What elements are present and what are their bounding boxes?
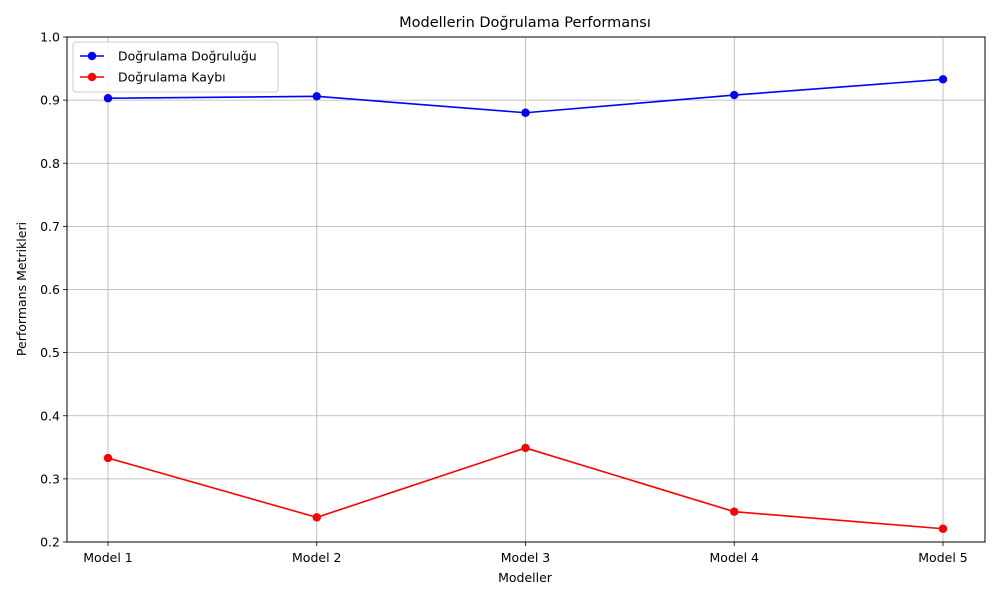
y-tick-label: 0.7 (40, 219, 60, 234)
legend-entry-loss: Doğrulama Kaybı (80, 70, 226, 85)
y-axis-label: Performans Metrikleri (14, 222, 29, 356)
y-tick-label: 1.0 (40, 30, 60, 45)
data-point (521, 443, 530, 453)
legend: Doğrulama Doğruluğu Doğrulama Kaybı (72, 41, 279, 93)
y-tick-label: 0.6 (40, 282, 60, 297)
x-tick-label: Model 3 (501, 550, 550, 565)
y-tick-label: 0.2 (40, 535, 60, 550)
x-tick-label: Model 2 (292, 550, 341, 565)
data-point (730, 507, 739, 516)
series-layer (103, 75, 948, 533)
x-tick-label: Model 4 (710, 550, 760, 565)
y-axis-ticks: 0.2 0.3 0.4 0.5 0.6 0.7 0.8 0.9 1.0 (40, 30, 67, 550)
data-point (103, 94, 113, 103)
data-point (938, 524, 948, 533)
x-tick-label: Model 1 (83, 550, 132, 565)
series-1 (103, 443, 948, 533)
x-axis-label: Modeller (498, 570, 553, 585)
data-point (938, 75, 948, 84)
y-tick-label: 0.8 (40, 156, 60, 171)
y-tick-label: 0.4 (40, 408, 60, 423)
x-tick-label: Model 5 (918, 550, 967, 565)
data-point (730, 90, 739, 100)
legend-marker-loss (87, 72, 97, 82)
y-tick-label: 0.9 (40, 93, 60, 108)
chart-title: Modellerin Doğrulama Performansı (399, 15, 651, 31)
data-point (103, 453, 113, 463)
data-point (521, 108, 530, 117)
y-tick-label: 0.5 (40, 345, 60, 360)
grid (67, 36, 985, 543)
data-point (312, 92, 321, 101)
y-tick-label: 0.3 (40, 471, 60, 486)
legend-box (72, 41, 279, 93)
series-0 (103, 75, 948, 117)
legend-entry-accuracy: Doğrulama Doğruluğu (80, 49, 257, 64)
legend-label-accuracy: Doğrulama Doğruluğu (118, 49, 257, 64)
x-axis-ticks: Model 1 Model 2 Model 3 Model 4 Model 5 (83, 542, 968, 565)
legend-marker-accuracy (87, 51, 97, 61)
legend-label-loss: Doğrulama Kaybı (118, 70, 226, 85)
data-point (312, 513, 321, 522)
